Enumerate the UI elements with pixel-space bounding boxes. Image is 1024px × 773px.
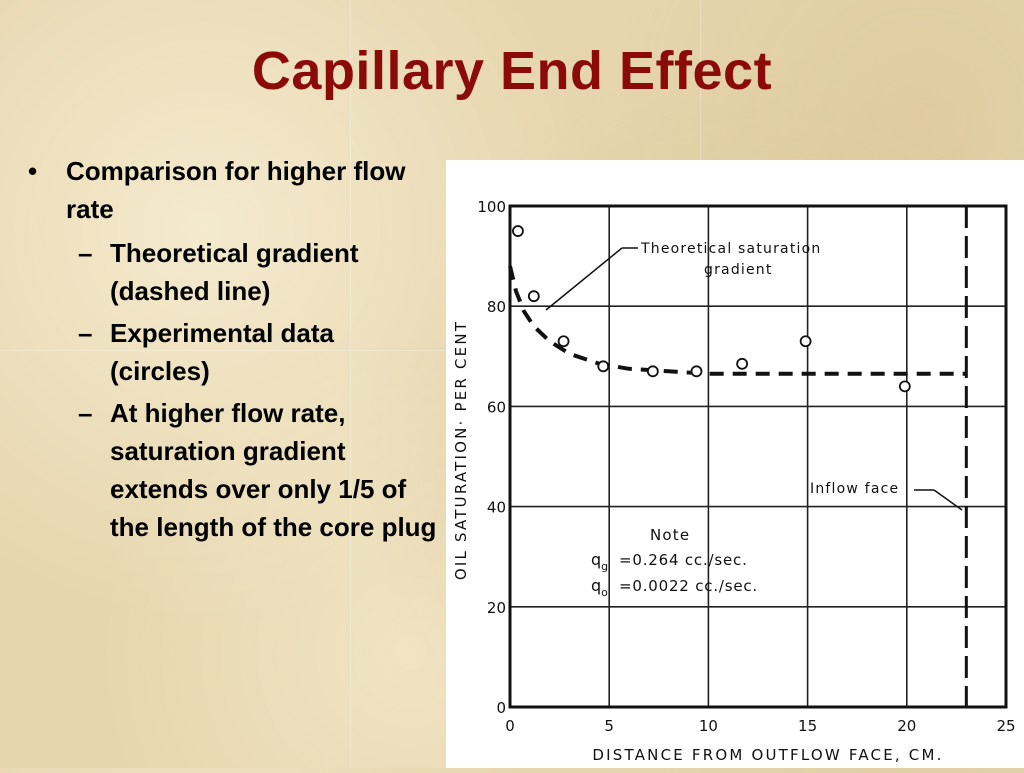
dash-marker: – bbox=[78, 238, 93, 268]
saturation-chart: 0 20 40 60 80 100 0 5 10 15 20 25 DISTANCE FROM OU… bbox=[452, 198, 1016, 764]
x-tick-label: 0 bbox=[505, 717, 515, 735]
sub-bullet-flow-rate: – At higher flow rate, saturation gradie… bbox=[28, 394, 438, 546]
x-tick-label: 25 bbox=[996, 717, 1015, 735]
y-axis-label: OIL SATURATION· PER CENT bbox=[452, 320, 470, 580]
y-tick-label: 40 bbox=[487, 499, 506, 517]
sub-bullet-theoretical: – Theoretical gradient (dashed line) bbox=[28, 234, 438, 310]
bullet-text-main: Comparison for higher flow rate bbox=[66, 156, 406, 224]
y-tick-label: 0 bbox=[496, 699, 506, 717]
data-point bbox=[898, 380, 911, 393]
x-tick-label: 10 bbox=[699, 717, 718, 735]
qg-q: q bbox=[591, 550, 601, 569]
qg-subscript: g bbox=[601, 560, 608, 573]
theoretical-annotation-line2: gradient bbox=[704, 262, 773, 278]
sub-bullet-text: At higher flow rate, saturation gradient… bbox=[110, 398, 437, 542]
inflow-annotation: Inflow face bbox=[810, 481, 899, 497]
slide-title: Capillary End Effect bbox=[251, 41, 773, 101]
sub-bullet-text: Experimental data (circles) bbox=[110, 318, 334, 386]
bullet-marker: • bbox=[28, 156, 38, 186]
qg-value: =0.264 cc./sec. bbox=[619, 551, 748, 569]
data-point bbox=[799, 335, 812, 348]
data-point bbox=[557, 335, 570, 348]
x-tick-label: 5 bbox=[604, 717, 614, 735]
data-point bbox=[646, 365, 659, 378]
theoretical-annotation-line1: Theoretical saturation bbox=[640, 241, 821, 257]
qo-label: qo bbox=[591, 576, 608, 599]
qo-subscript: o bbox=[601, 586, 608, 599]
sub-bullet-experimental: – Experimental data (circles) bbox=[28, 314, 438, 390]
sub-bullet-text: Theoretical gradient (dashed line) bbox=[110, 238, 359, 306]
data-point bbox=[597, 360, 610, 373]
x-tick-labels: 0 5 10 15 20 25 bbox=[505, 717, 1015, 735]
data-point bbox=[736, 357, 749, 370]
dash-marker: – bbox=[78, 318, 93, 348]
y-tick-label: 100 bbox=[477, 198, 506, 216]
data-point bbox=[690, 365, 703, 378]
texture-seam-v1 bbox=[350, 0, 351, 768]
bullet-list: • Comparison for higher flow rate – Theo… bbox=[28, 152, 438, 550]
dash-marker: – bbox=[78, 398, 93, 428]
qg-label: qg bbox=[591, 550, 608, 573]
x-axis-label: DISTANCE FROM OUTFLOW FACE, CM. bbox=[592, 746, 943, 764]
y-tick-label: 60 bbox=[487, 398, 506, 416]
inflow-leader-line-2 bbox=[933, 489, 963, 511]
grid-layer bbox=[509, 205, 1007, 708]
theoretical-leader-line bbox=[545, 247, 623, 311]
theoretical-gradient-line bbox=[508, 265, 967, 376]
plot-frame bbox=[508, 204, 1008, 709]
y-tick-label: 20 bbox=[487, 599, 506, 617]
y-tick-label: 80 bbox=[487, 298, 506, 316]
chart-panel: 0 20 40 60 80 100 0 5 10 15 20 25 DISTANCE FROM OU… bbox=[446, 160, 1024, 768]
note-title: Note bbox=[650, 526, 690, 544]
qo-q: q bbox=[591, 576, 601, 595]
texture-seam-v2 bbox=[700, 0, 701, 160]
data-point bbox=[527, 290, 540, 303]
bullet-item-main: • Comparison for higher flow rate bbox=[28, 152, 438, 228]
y-tick-labels: 0 20 40 60 80 100 bbox=[477, 198, 506, 717]
qo-value: =0.0022 cc./sec. bbox=[619, 577, 758, 595]
x-tick-label: 20 bbox=[897, 717, 916, 735]
data-point bbox=[512, 225, 524, 237]
texture-seam-h1 bbox=[0, 350, 446, 351]
experimental-points bbox=[512, 225, 911, 393]
x-tick-label: 15 bbox=[798, 717, 817, 735]
